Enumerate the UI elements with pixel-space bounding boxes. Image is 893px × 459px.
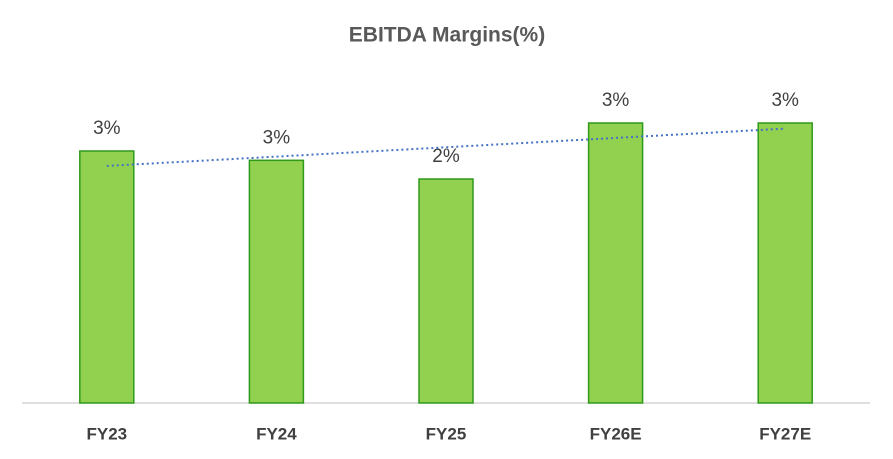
x-tick-label: FY27E xyxy=(759,424,811,443)
data-label: 3% xyxy=(263,127,291,148)
bar xyxy=(757,122,813,404)
x-tick-label: FY24 xyxy=(256,424,297,443)
data-label: 2% xyxy=(432,146,460,167)
chart-title: EBITDA Margins(%) xyxy=(349,24,545,47)
bar xyxy=(248,159,305,404)
x-tick-label: FY26E xyxy=(590,424,642,443)
x-tick-label: FY23 xyxy=(86,424,127,443)
data-label: 3% xyxy=(771,90,799,111)
bar xyxy=(587,122,644,404)
bar xyxy=(79,150,135,404)
trendline xyxy=(106,127,786,167)
bar xyxy=(418,178,474,404)
x-tick-label: FY25 xyxy=(426,424,467,443)
data-label: 3% xyxy=(602,90,630,111)
data-label: 3% xyxy=(93,118,121,139)
